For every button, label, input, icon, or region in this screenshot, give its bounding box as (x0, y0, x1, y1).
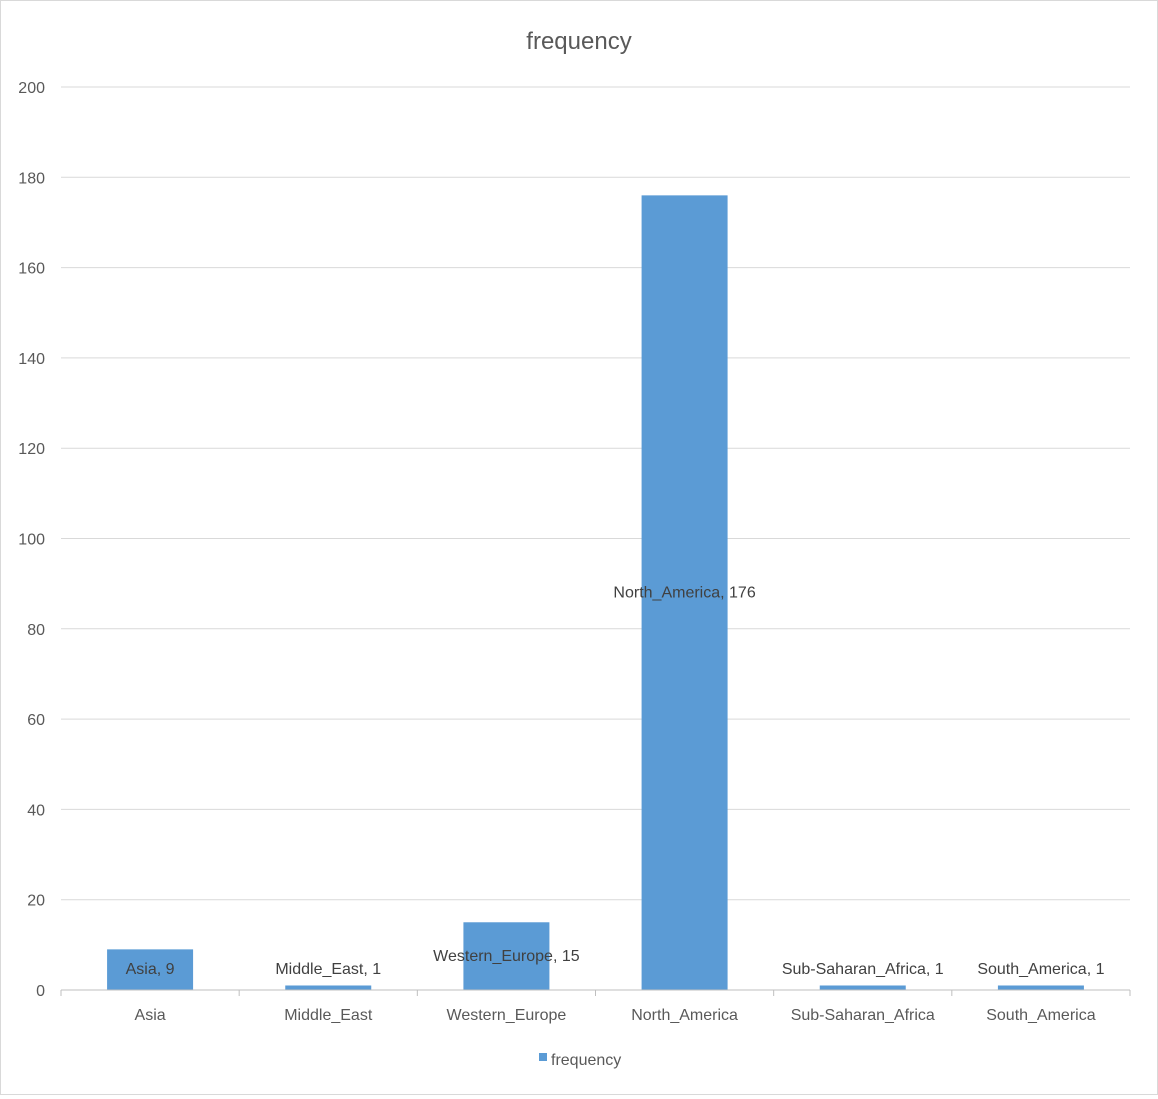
legend-swatch (539, 1053, 547, 1061)
y-axis-ticks: 0 20 40 60 80 100 120 140 160 180 200 (18, 80, 45, 1000)
bar (107, 949, 194, 990)
bars (107, 195, 1084, 991)
x-tick-label: Middle_East (284, 1007, 373, 1024)
x-tick-label: Sub-Saharan_Africa (791, 1007, 935, 1024)
data-label: Middle_East, 1 (275, 961, 381, 978)
bar (997, 985, 1084, 990)
y-tick-label: 120 (18, 441, 45, 458)
chart-title: frequency (526, 28, 631, 55)
x-tick-label: South_America (986, 1007, 1095, 1024)
y-tick-label: 20 (27, 893, 45, 910)
x-tick-label: Asia (135, 1007, 166, 1024)
x-tick-label: Western_Europe (447, 1007, 567, 1024)
bar (285, 985, 372, 990)
y-tick-label: 160 (18, 261, 45, 278)
x-axis (60, 989, 1131, 996)
y-tick-label: 40 (27, 802, 45, 819)
data-label: South_America, 1 (977, 961, 1104, 978)
y-tick-label: 200 (18, 80, 45, 97)
bar (641, 195, 728, 991)
gridlines (61, 86, 1130, 901)
y-tick-label: 0 (36, 983, 45, 1000)
x-axis-labels: Asia Middle_East Western_Europe North_Ameri… (135, 1007, 1096, 1024)
data-label: Western_Europe, 15 (433, 948, 580, 965)
data-label: Asia, 9 (126, 961, 175, 978)
bar (463, 922, 550, 990)
y-tick-label: 100 (18, 532, 45, 549)
legend: frequency (539, 1052, 621, 1069)
y-tick-label: 180 (18, 170, 45, 187)
y-tick-label: 80 (27, 622, 45, 639)
bar (819, 985, 906, 990)
data-labels: Asia, 9 Middle_East, 1 Western_Europe, 15 N… (126, 585, 1105, 978)
data-label: Sub-Saharan_Africa, 1 (782, 961, 944, 978)
y-tick-label: 140 (18, 351, 45, 368)
x-tick-label: North_America (631, 1007, 738, 1024)
data-label: North_America, 176 (613, 585, 755, 602)
legend-label: frequency (551, 1052, 621, 1069)
y-tick-label: 60 (27, 712, 45, 729)
